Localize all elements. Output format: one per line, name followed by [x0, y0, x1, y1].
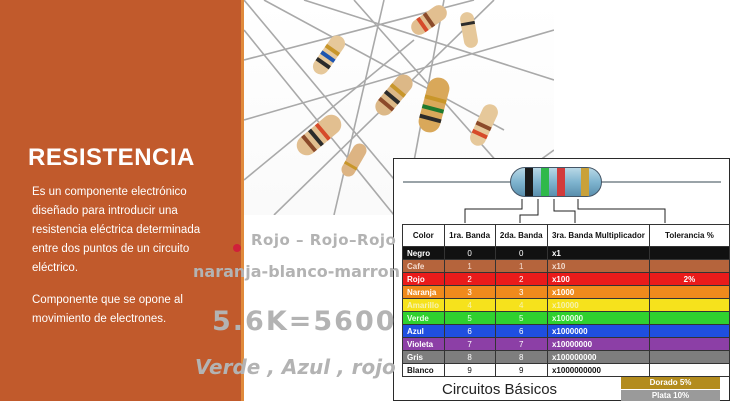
slide-title: RESISTENCIA — [28, 144, 195, 171]
cell-multiplier: x10 — [546, 259, 650, 273]
cell-band-1: 2 — [443, 272, 496, 286]
cell-tolerance — [648, 324, 730, 338]
table-row: Blanco 9 9 x1000000000 — [402, 363, 730, 377]
cell-tolerance — [648, 311, 730, 325]
cell-band-1: 1 — [443, 259, 496, 273]
table-row: Amarillo 4 4 x10000 — [402, 298, 730, 312]
cell-multiplier: x100000 — [546, 311, 650, 325]
cell-color: Naranja — [402, 285, 445, 299]
slide-left-panel — [0, 0, 244, 401]
cell-band-1: 6 — [443, 324, 496, 338]
resistor-band-2 — [541, 168, 549, 196]
cell-band-1: 8 — [443, 350, 496, 364]
header-tolerance: Tolerancia % — [648, 224, 730, 247]
header-color: Color — [402, 224, 445, 247]
table-row: Violeta 7 7 x10000000 — [402, 337, 730, 351]
cell-color: Amarillo — [402, 298, 445, 312]
cell-color: Rojo — [402, 272, 445, 286]
header-band-2: 2da. Banda — [494, 224, 548, 247]
cell-multiplier: x100000000 — [546, 350, 650, 364]
cell-tolerance — [648, 259, 730, 273]
table-row: Rojo 2 2 x100 2% — [402, 272, 730, 286]
table-row: Cafe 1 1 x10 — [402, 259, 730, 273]
annotation-line-4: Verde , Azul , rojo — [195, 355, 396, 379]
cell-tolerance — [648, 350, 730, 364]
cell-tolerance — [648, 285, 730, 299]
chart-caption: Circuitos Básicos — [442, 381, 558, 398]
resistor-band-pointers — [464, 199, 666, 223]
resistor-diagram — [510, 167, 602, 197]
cell-multiplier: x1000000000 — [546, 363, 650, 377]
table-row: Azul 6 6 x1000000 — [402, 324, 730, 338]
cell-band-2: 5 — [494, 311, 548, 325]
annotation-line-2: naranja-blanco-marron — [193, 262, 401, 281]
cell-band-1: 7 — [443, 337, 496, 351]
header-multiplier: 3ra. Banda Multiplicador — [546, 224, 650, 247]
table-row: Negro 0 0 x1 — [402, 246, 730, 260]
cell-band-1: 4 — [443, 298, 496, 312]
cell-band-2: 7 — [494, 337, 548, 351]
resistors-illustration — [244, 0, 554, 215]
table-row: Naranja 3 3 x1000 — [402, 285, 730, 299]
cell-color: Azul — [402, 324, 445, 338]
cell-band-2: 6 — [494, 324, 548, 338]
cell-band-2: 3 — [494, 285, 548, 299]
cell-multiplier: x100 — [546, 272, 650, 286]
resistor-band-4 — [581, 168, 589, 196]
resistor-band-3 — [557, 168, 565, 196]
cell-multiplier: x10000 — [546, 298, 650, 312]
pen-cursor-dot — [233, 244, 241, 252]
cell-tolerance — [648, 363, 730, 377]
cell-tolerance — [648, 298, 730, 312]
cell-band-2: 4 — [494, 298, 548, 312]
cell-tolerance — [648, 246, 730, 260]
slide-paragraph-definition: Es un componente electrónico diseñado pa… — [32, 186, 201, 274]
tolerance-silver: Plata 10% — [621, 390, 720, 401]
cell-band-2: 2 — [494, 272, 548, 286]
cell-multiplier: x1000 — [546, 285, 650, 299]
slide-paragraph-function: Componente que se opone al movimiento de… — [32, 294, 183, 325]
table-row: Gris 8 8 x100000000 — [402, 350, 730, 364]
cell-color: Verde — [402, 311, 445, 325]
panel-accent-line — [241, 0, 244, 401]
cell-color: Blanco — [402, 363, 445, 377]
annotation-line-1: Rojo – Rojo–Rojo — [251, 231, 397, 249]
cell-multiplier: x1 — [546, 246, 650, 260]
annotation-line-3: 5.6K=5600 — [212, 306, 397, 337]
cell-color: Cafe — [402, 259, 445, 273]
cell-band-1: 9 — [443, 363, 496, 377]
table-header-row: Color 1ra. Banda 2da. Banda 3ra. Banda M… — [402, 224, 730, 247]
cell-color: Violeta — [402, 337, 445, 351]
cell-multiplier: x1000000 — [546, 324, 650, 338]
cell-band-2: 0 — [494, 246, 548, 260]
table-row: Verde 5 5 x100000 — [402, 311, 730, 325]
color-code-table: Color 1ra. Banda 2da. Banda 3ra. Banda M… — [402, 224, 730, 377]
cell-color: Negro — [402, 246, 445, 260]
cell-band-2: 8 — [494, 350, 548, 364]
resistor-band-1 — [525, 168, 533, 196]
cell-band-2: 1 — [494, 259, 548, 273]
cell-tolerance — [648, 337, 730, 351]
cell-band-1: 5 — [443, 311, 496, 325]
cell-multiplier: x10000000 — [546, 337, 650, 351]
cell-band-1: 0 — [443, 246, 496, 260]
cell-tolerance: 2% — [648, 272, 730, 286]
tolerance-gold: Dorado 5% — [621, 377, 720, 389]
cell-band-1: 3 — [443, 285, 496, 299]
cell-band-2: 9 — [494, 363, 548, 377]
cell-color: Gris — [402, 350, 445, 364]
header-band-1: 1ra. Banda — [443, 224, 496, 247]
